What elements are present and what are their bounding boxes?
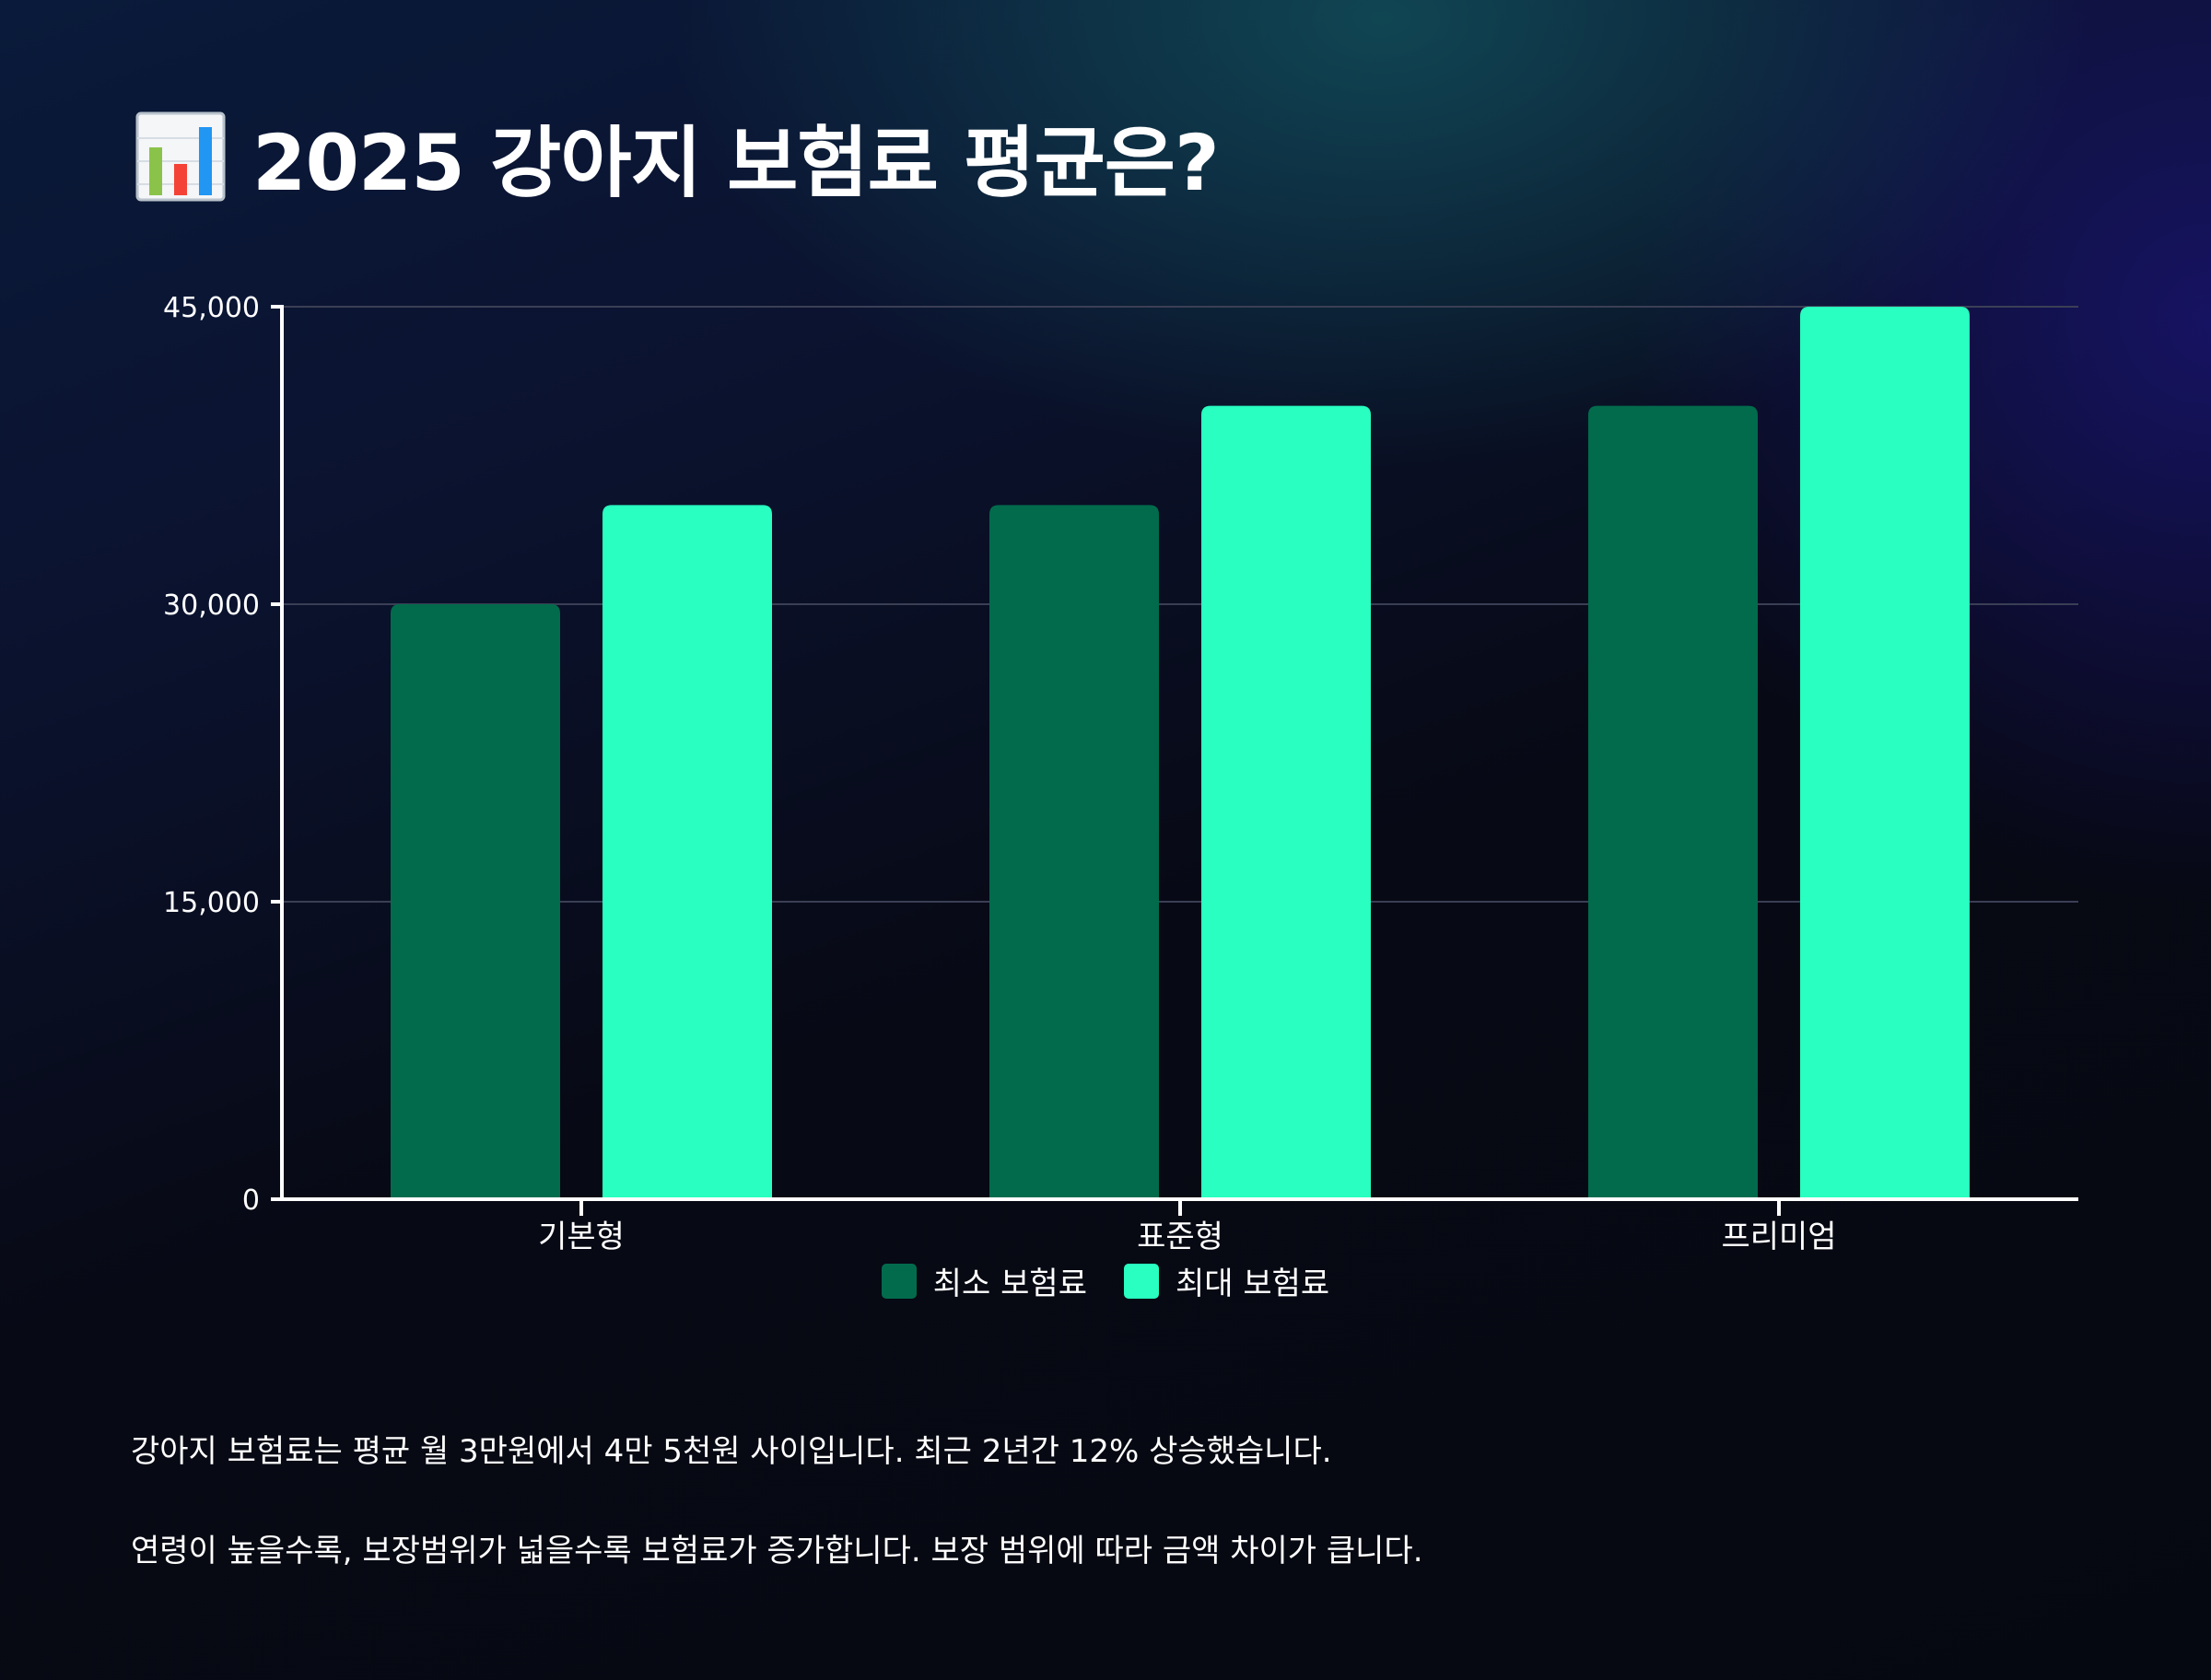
legend-label-min: 최소 보험료 (932, 1266, 1087, 1302)
bar-max-0 (602, 505, 772, 1199)
bar-max-1 (1201, 405, 1371, 1200)
legend-item-max: 최대 보험료 (1124, 1258, 1329, 1303)
chart-legend: 최소 보험료 최대 보험료 (0, 1258, 2211, 1303)
description-line-2: 연령이 높을수록, 보장범위가 넓을수록 보험료가 증가합니다. 보장 범위에 … (131, 1533, 1423, 1569)
page-title: 2025 강아지 보험료 평균은? (252, 117, 1220, 208)
bar-chart-emoji-icon (135, 111, 226, 202)
x-category-label: 기본형 (538, 1219, 625, 1255)
x-category-label: 프리미엄 (1721, 1219, 1836, 1255)
legend-swatch-min (881, 1263, 917, 1299)
bar-min-2 (1588, 405, 1758, 1200)
bar-min-0 (391, 604, 560, 1199)
legend-label-max: 최대 보험료 (1176, 1266, 1330, 1302)
y-tick-label: 45,000 (163, 292, 260, 324)
description-line-1: 강아지 보험료는 평균 월 3만원에서 4만 5천원 사이입니다. 최근 2년간… (131, 1433, 1332, 1470)
legend-swatch-max (1124, 1263, 1159, 1299)
y-tick-label: 0 (242, 1184, 260, 1217)
y-tick-label: 30,000 (163, 589, 260, 622)
y-tick-label: 15,000 (163, 887, 260, 919)
legend-item-min: 최소 보험료 (881, 1258, 1087, 1303)
bars (391, 307, 1970, 1200)
axes: 0 15,000 30,000 45,000 기본형 표준형 프리미엄 (163, 292, 2078, 1255)
grid-lines (282, 306, 2078, 903)
bar-max-2 (1800, 307, 1970, 1199)
bar-min-1 (989, 505, 1159, 1199)
x-category-label: 표준형 (1137, 1219, 1223, 1255)
chart-title-row: 2025 강아지 보험료 평균은? (135, 101, 1220, 212)
